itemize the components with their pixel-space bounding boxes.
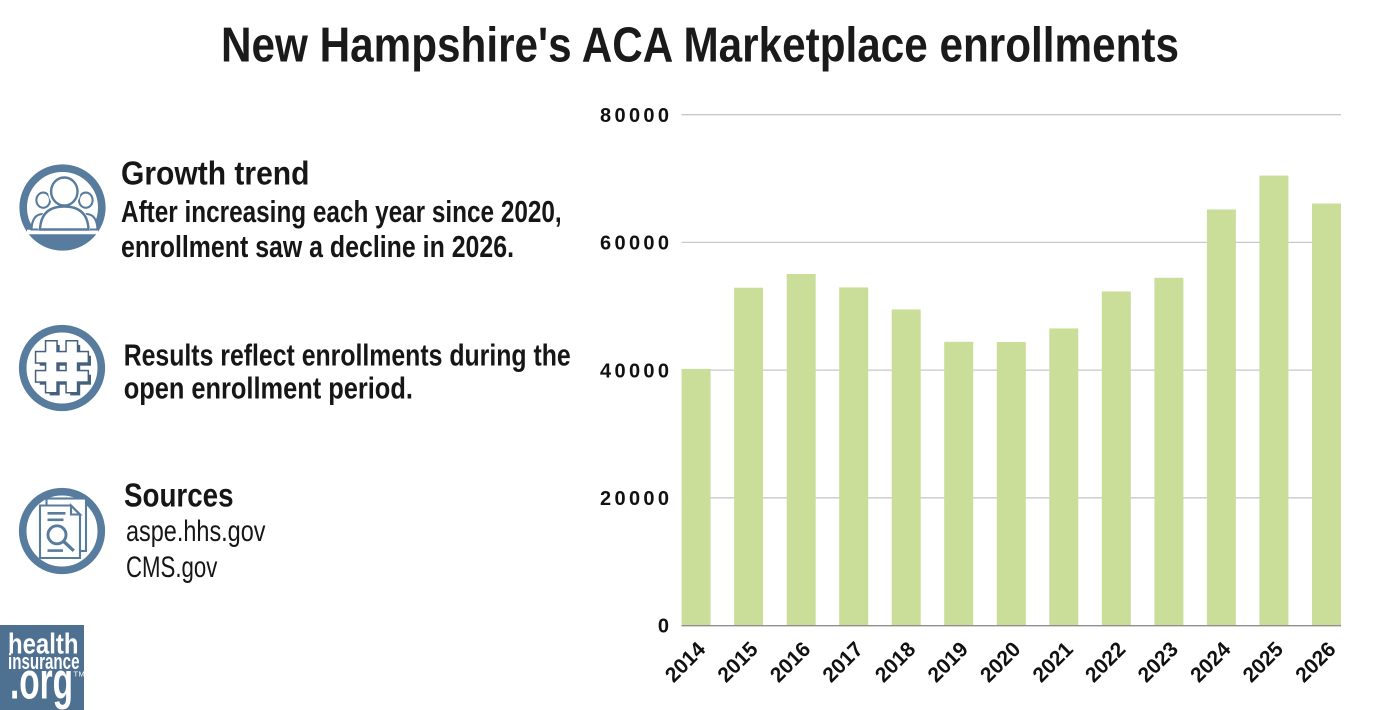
svg-text:Sources: Sources (124, 477, 234, 514)
svg-text:20000: 20000 (600, 488, 669, 510)
svg-text:Growth trend: Growth trend (121, 155, 310, 192)
svg-text:40000: 40000 (600, 360, 669, 382)
svg-text:80000: 80000 (600, 105, 669, 127)
svg-text:insurance: insurance (8, 649, 80, 674)
svg-text:enrollment saw a decline in 20: enrollment saw a decline in 2026. (121, 230, 514, 264)
svg-text:0: 0 (658, 616, 669, 638)
svg-text:New Hampshire's ACA Marketplac: New Hampshire's ACA Marketplace enrollme… (221, 18, 1179, 72)
svg-text:open enrollment period.: open enrollment period. (124, 372, 413, 406)
svg-text:CMS.gov: CMS.gov (126, 551, 217, 584)
svg-text:.org: .org (10, 653, 73, 710)
svg-text:Results reflect enrollments du: Results reflect enrollments during the (124, 338, 571, 372)
svg-text:After increasing each year sin: After increasing each year since 2020, (121, 195, 562, 229)
svg-text:health: health (8, 628, 79, 660)
svg-text:aspe.hhs.gov: aspe.hhs.gov (126, 515, 266, 548)
svg-text:60000: 60000 (600, 233, 669, 255)
svg-text:TM: TM (74, 670, 86, 679)
